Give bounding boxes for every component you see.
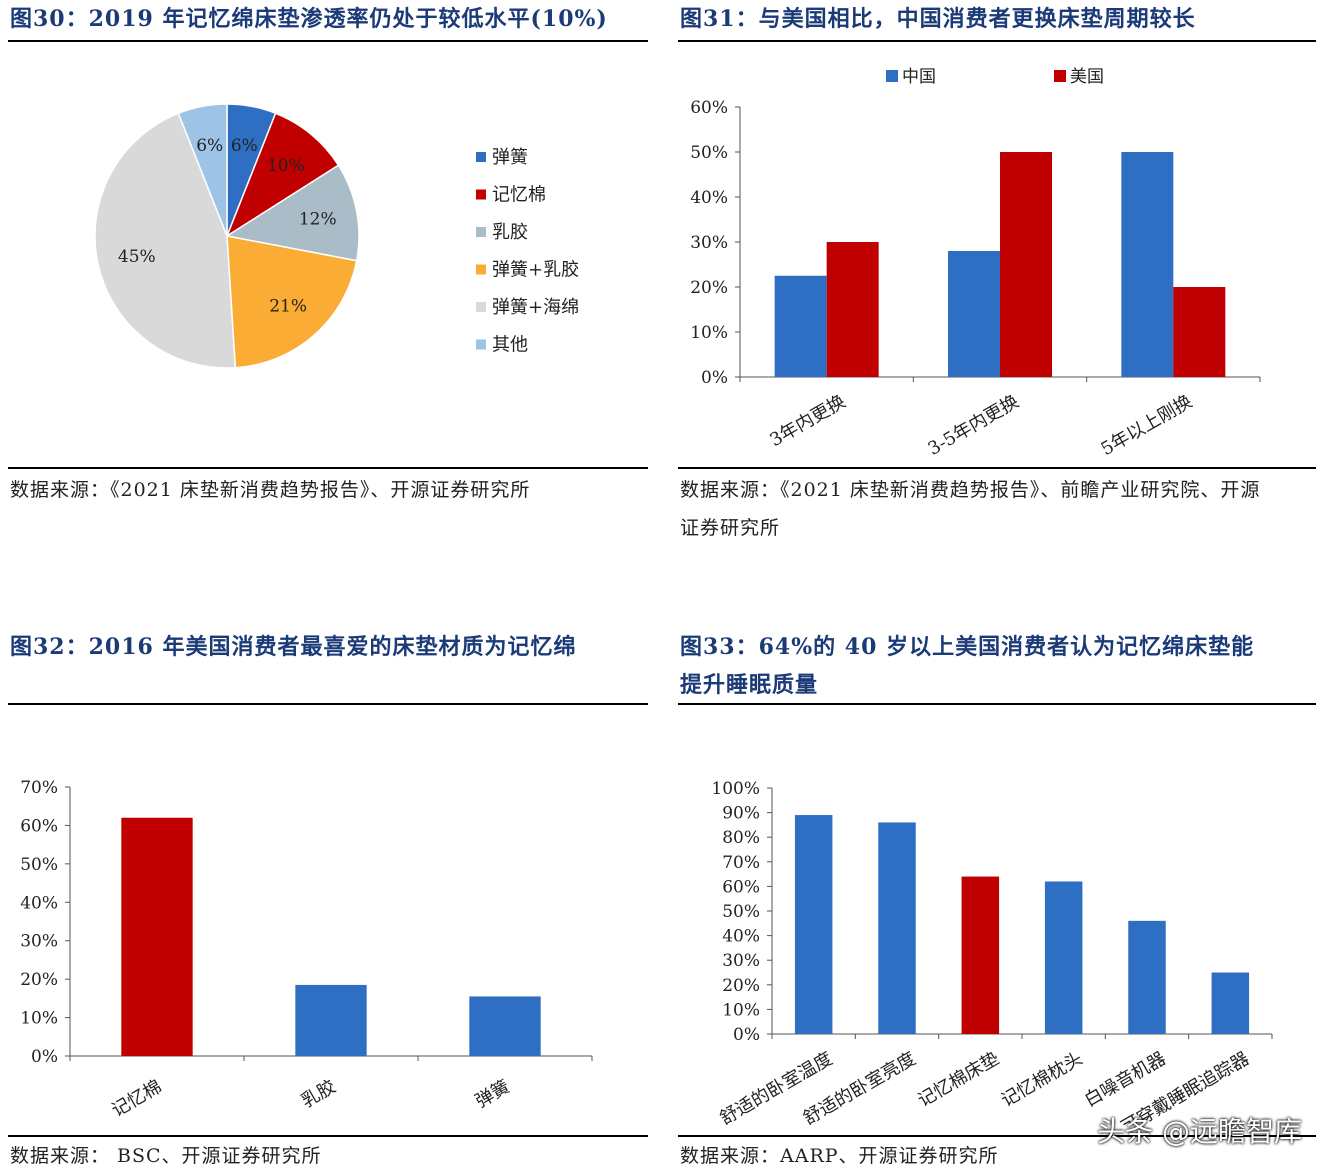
legend-swatch xyxy=(476,189,486,200)
legend-label: 其他 xyxy=(492,335,528,356)
bar xyxy=(1044,881,1083,1034)
y-tick-label: 0% xyxy=(733,1025,760,1045)
fig31-source-rule xyxy=(678,467,1316,469)
pie-data-label: 12% xyxy=(299,210,337,230)
pie-data-label: 6% xyxy=(231,136,258,156)
fig30-source: 数据来源：《2021 床垫新消费趋势报告》、开源证券研究所 xyxy=(10,479,531,501)
x-category-label: 5年以上刚换 xyxy=(1097,391,1195,460)
y-tick-label: 60% xyxy=(20,816,58,836)
bar xyxy=(121,817,193,1056)
legend-label: 美国 xyxy=(1070,67,1104,87)
y-tick-label: 60% xyxy=(722,877,760,897)
y-tick-label: 10% xyxy=(690,323,728,343)
bar xyxy=(469,996,541,1056)
fig33-title-line2: 提升睡眠质量 xyxy=(680,672,819,698)
watermark: 头条 @远瞻智库 xyxy=(1097,1115,1302,1148)
fig32-source-rule xyxy=(8,1135,648,1137)
y-tick-label: 10% xyxy=(20,1009,58,1029)
pie-slice xyxy=(94,112,237,369)
fig30-title-rule xyxy=(8,40,648,42)
bar xyxy=(1211,972,1250,1034)
bar xyxy=(295,984,367,1056)
legend-swatch xyxy=(886,70,898,82)
pie-slice xyxy=(226,235,358,369)
pie-slice xyxy=(225,112,340,238)
fig31-source-line1: 数据来源：《2021 床垫新消费趋势报告》、前瞻产业研究院、开源 xyxy=(680,479,1261,501)
y-tick-label: 20% xyxy=(20,970,58,990)
y-tick-label: 30% xyxy=(20,932,58,952)
fig31-source-line2: 证券研究所 xyxy=(680,517,781,539)
fig30-source-rule xyxy=(8,467,648,469)
y-tick-label: 0% xyxy=(31,1047,58,1067)
fig33-bar-chart: 0%10%20%30%40%50%60%70%80%90%100%舒适的卧室温度… xyxy=(711,779,1273,1125)
pie-data-label: 45% xyxy=(118,247,156,267)
fig32-source: 数据来源： BSC、开源证券研究所 xyxy=(10,1145,322,1167)
bar xyxy=(1121,152,1174,377)
y-tick-label: 40% xyxy=(722,927,760,947)
bar xyxy=(774,275,827,377)
y-tick-label: 70% xyxy=(20,778,58,798)
x-category-label: 乳胶 xyxy=(298,1076,340,1112)
bar xyxy=(794,815,833,1034)
x-category-label: 记忆棉枕头 xyxy=(998,1048,1086,1111)
y-tick-label: 40% xyxy=(20,893,58,913)
fig32-title: 图32：2016 年美国消费者最喜爱的床垫材质为记忆绵 xyxy=(10,634,577,660)
y-tick-label: 10% xyxy=(722,1000,760,1020)
legend-label: 弹簧 xyxy=(492,147,528,168)
fig33-source-rule xyxy=(678,1135,1316,1137)
legend-label: 乳胶 xyxy=(492,222,528,243)
bar xyxy=(961,876,1000,1034)
legend-label: 弹簧+乳胶 xyxy=(492,260,579,281)
legend-swatch xyxy=(476,302,486,312)
pie-slice xyxy=(224,164,360,262)
fig32-bar-chart: 0% 10% 20% 30% 40% 50% 60% 70% 记忆棉 乳胶 弹簧 xyxy=(20,778,593,1121)
pie-data-label: 10% xyxy=(267,156,305,176)
legend-label: 中国 xyxy=(902,67,936,87)
y-tick-label: 90% xyxy=(722,804,760,824)
bar xyxy=(1173,287,1226,377)
legend-swatch xyxy=(476,339,486,350)
bar xyxy=(826,242,879,377)
fig31-title: 图31：与美国相比，中国消费者更换床垫周期较长 xyxy=(680,6,1196,32)
pie-data-label: 6% xyxy=(196,136,223,156)
y-tick-label: 50% xyxy=(690,143,728,163)
y-tick-label: 100% xyxy=(711,779,760,799)
legend-label: 记忆棉 xyxy=(492,185,546,206)
bar xyxy=(948,251,1000,377)
pie-slice xyxy=(177,103,228,237)
fig31-bar-chart: 0% 10% 20% 30% 40% 50% 60% 3年内更换 3-5年内更换 5年以上刚换 中国… xyxy=(690,67,1261,460)
x-category-label: 记忆棉床垫 xyxy=(914,1048,1002,1111)
fig32-title-rule xyxy=(8,703,648,705)
fig30-title: 图30：2019 年记忆绵床垫渗透率仍处于较低水平(10%) xyxy=(10,6,608,32)
fig33-title-line1: 图33：64%的 40 岁以上美国消费者认为记忆绵床垫能 xyxy=(680,634,1255,660)
x-category-label: 3-5年内更换 xyxy=(925,391,1023,460)
y-tick-label: 60% xyxy=(690,98,728,118)
x-category-label: 3年内更换 xyxy=(766,391,849,451)
bar xyxy=(1000,152,1052,377)
y-tick-label: 40% xyxy=(690,188,728,208)
y-tick-label: 30% xyxy=(722,951,760,971)
y-tick-label: 20% xyxy=(690,278,728,298)
legend-label: 弹簧+海绵 xyxy=(492,297,579,318)
bar xyxy=(878,822,916,1034)
bar xyxy=(1128,920,1166,1034)
y-tick-label: 80% xyxy=(722,828,760,848)
x-category-label: 记忆棉 xyxy=(108,1076,165,1121)
pie-data-label: 21% xyxy=(269,296,307,316)
y-tick-label: 20% xyxy=(722,976,760,996)
fig33-source: 数据来源：AARP、开源证券研究所 xyxy=(680,1145,999,1167)
x-category-label: 弹簧 xyxy=(472,1076,514,1112)
y-tick-label: 50% xyxy=(722,902,760,922)
legend-swatch xyxy=(476,227,486,237)
fig33-title-rule xyxy=(678,703,1316,705)
fig31-title-rule xyxy=(678,40,1316,42)
y-tick-label: 0% xyxy=(701,368,728,388)
y-tick-label: 70% xyxy=(722,853,760,873)
legend-swatch xyxy=(1054,70,1066,82)
legend-swatch xyxy=(476,264,486,275)
y-tick-label: 50% xyxy=(20,855,58,875)
y-tick-label: 30% xyxy=(690,233,728,253)
legend-swatch xyxy=(476,152,486,162)
